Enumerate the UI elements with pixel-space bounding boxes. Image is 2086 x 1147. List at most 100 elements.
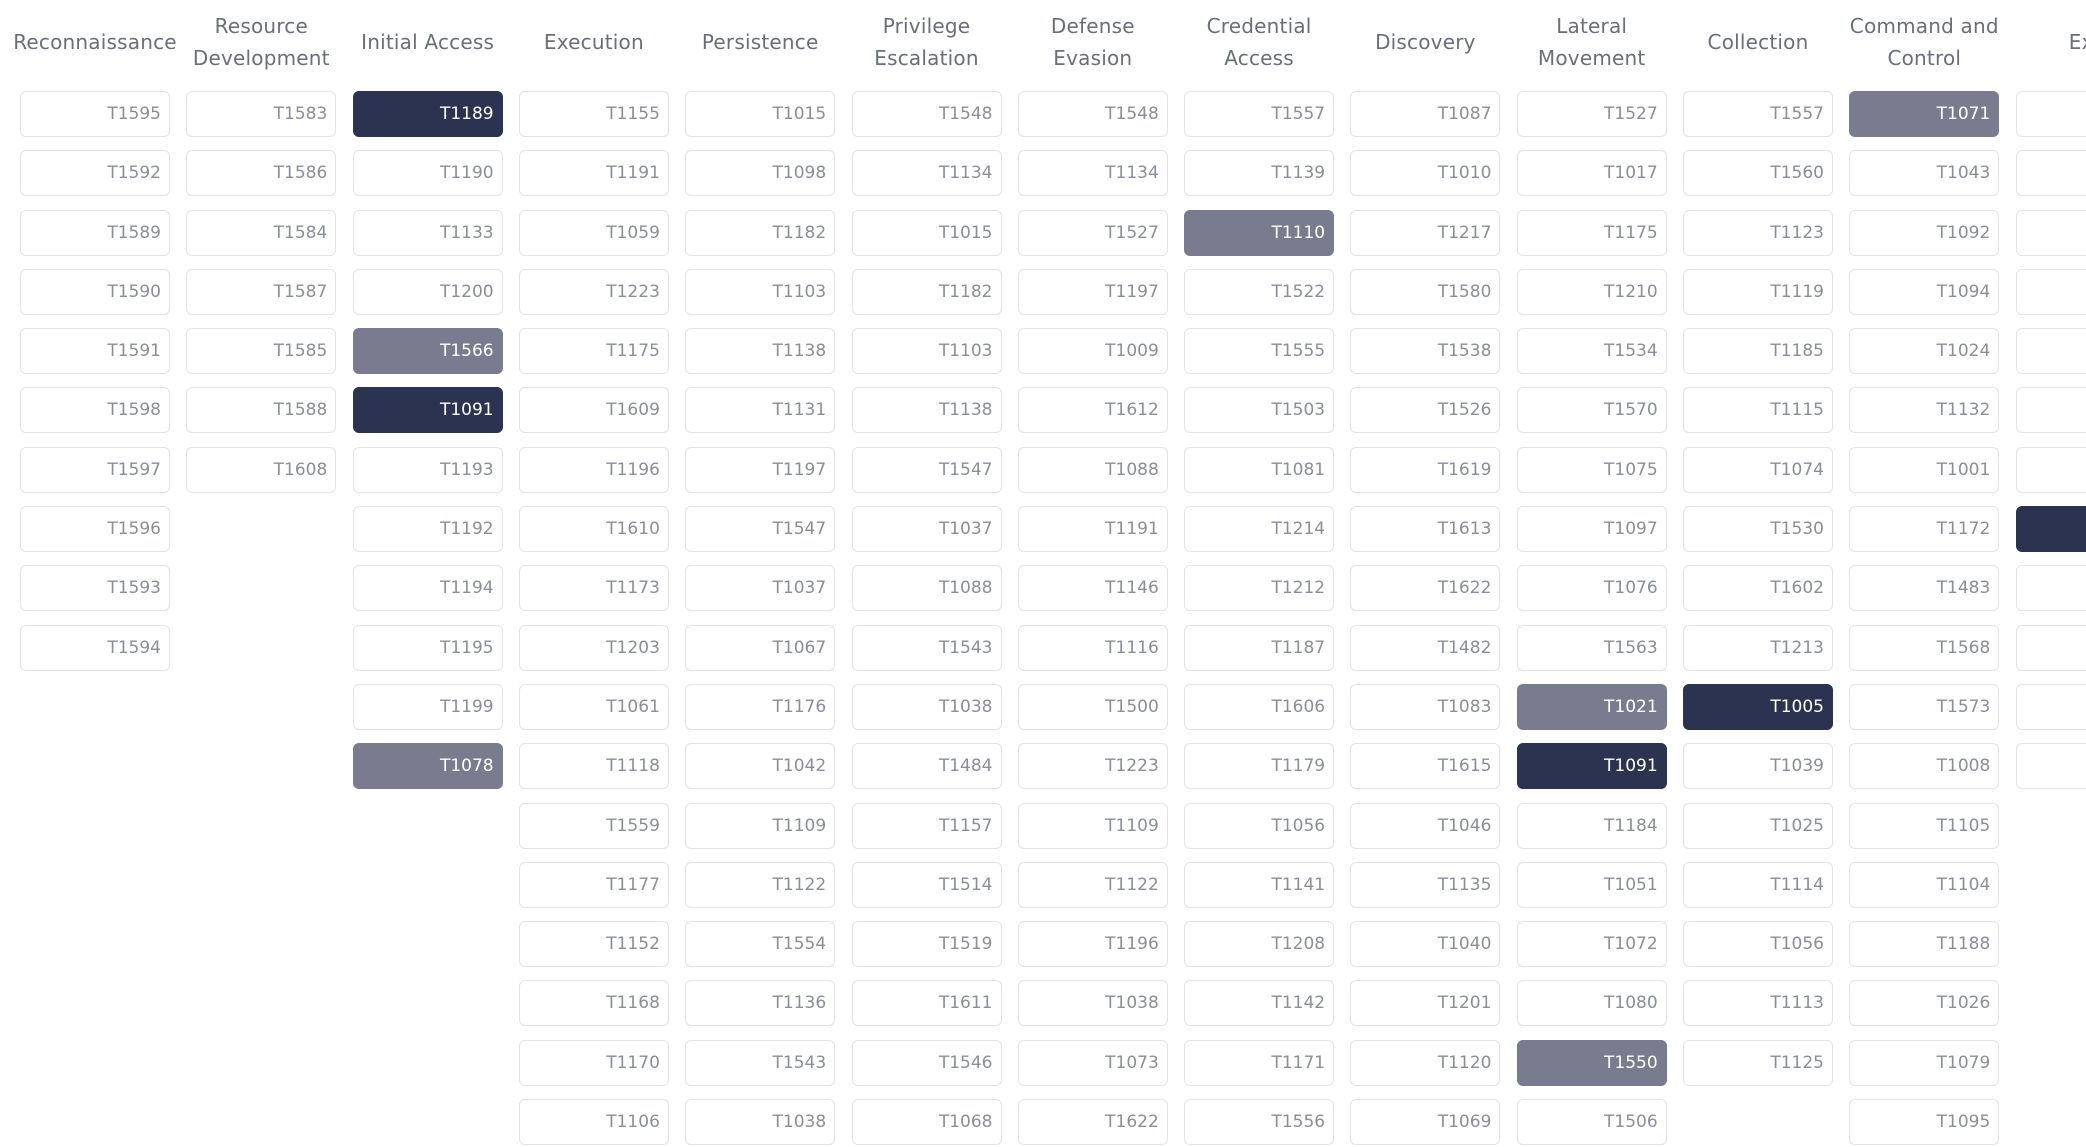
technique-cell[interactable]: T1608 — [186, 446, 337, 493]
technique-cell[interactable] — [2015, 387, 2086, 434]
technique-cell[interactable]: T1097 — [1516, 506, 1667, 553]
technique-cell[interactable]: T1595 — [20, 91, 170, 137]
technique-cell[interactable]: T1136 — [685, 980, 836, 1027]
technique-cell[interactable]: T1123 — [1683, 209, 1833, 256]
technique-cell[interactable]: T1134 — [851, 150, 1002, 197]
technique-cell[interactable] — [2015, 209, 2086, 256]
technique-cell[interactable]: T1175 — [1516, 209, 1667, 256]
technique-cell[interactable]: T1005 — [1683, 683, 1833, 730]
technique-cell[interactable]: T1056 — [1184, 802, 1335, 849]
technique-cell[interactable]: T1109 — [1017, 802, 1168, 849]
technique-cell[interactable]: T1176 — [685, 683, 836, 730]
technique-cell[interactable]: T1503 — [1184, 387, 1335, 434]
technique-cell[interactable] — [2015, 506, 2086, 553]
technique-cell[interactable]: T1548 — [1017, 91, 1168, 137]
technique-cell[interactable]: T1583 — [186, 91, 337, 137]
technique-cell[interactable]: T1038 — [851, 683, 1002, 730]
technique-cell[interactable]: T1142 — [1184, 980, 1335, 1027]
technique-cell[interactable]: T1548 — [851, 91, 1002, 137]
technique-cell[interactable]: T1152 — [518, 921, 669, 968]
technique-cell[interactable]: T1500 — [1017, 683, 1168, 730]
technique-cell[interactable]: T1095 — [1849, 1099, 2000, 1146]
technique-cell[interactable]: T1132 — [1849, 387, 2000, 434]
technique-cell[interactable] — [2015, 743, 2086, 790]
technique-cell[interactable] — [2015, 565, 2086, 612]
technique-cell[interactable]: T1037 — [851, 506, 1002, 553]
technique-cell[interactable]: T1115 — [1683, 387, 1833, 434]
technique-cell[interactable]: T1024 — [1849, 328, 2000, 375]
technique-cell[interactable]: T1199 — [352, 683, 503, 730]
technique-cell[interactable]: T1078 — [352, 743, 503, 790]
technique-cell[interactable]: T1076 — [1516, 565, 1667, 612]
technique-cell[interactable]: T1103 — [685, 268, 836, 315]
technique-cell[interactable]: T1122 — [685, 861, 836, 908]
technique-cell[interactable] — [2015, 150, 2086, 197]
technique-cell[interactable]: T1038 — [1017, 980, 1168, 1027]
technique-cell[interactable]: T1546 — [851, 1039, 1002, 1086]
technique-cell[interactable]: T1519 — [851, 921, 1002, 968]
technique-cell[interactable]: T1021 — [1516, 683, 1667, 730]
technique-cell[interactable]: T1527 — [1017, 209, 1168, 256]
technique-cell[interactable]: T1197 — [685, 446, 836, 493]
technique-cell[interactable] — [2015, 683, 2086, 730]
technique-cell[interactable]: T1530 — [1683, 506, 1833, 553]
technique-cell[interactable]: T1214 — [1184, 506, 1335, 553]
technique-cell[interactable]: T1522 — [1184, 268, 1335, 315]
technique-cell[interactable]: T1554 — [685, 921, 836, 968]
technique-cell[interactable]: T1122 — [1017, 861, 1168, 908]
technique-cell[interactable]: T1611 — [851, 980, 1002, 1027]
technique-cell[interactable]: T1139 — [1184, 150, 1335, 197]
technique-cell[interactable]: T1590 — [20, 268, 170, 315]
technique-cell[interactable]: T1598 — [20, 387, 170, 434]
technique-cell[interactable]: T1170 — [518, 1039, 669, 1086]
technique-cell[interactable]: T1538 — [1350, 328, 1501, 375]
technique-cell[interactable]: T1177 — [518, 861, 669, 908]
technique-cell[interactable]: T1547 — [685, 506, 836, 553]
technique-cell[interactable]: T1619 — [1350, 446, 1501, 493]
technique-cell[interactable]: T1189 — [352, 91, 503, 137]
technique-cell[interactable]: T1075 — [1516, 446, 1667, 493]
technique-cell[interactable]: T1134 — [1017, 150, 1168, 197]
technique-cell[interactable]: T1155 — [518, 91, 669, 137]
technique-cell[interactable]: T1184 — [1516, 802, 1667, 849]
technique-cell[interactable]: T1506 — [1516, 1099, 1667, 1146]
technique-cell[interactable]: T1113 — [1683, 980, 1833, 1027]
technique-cell[interactable]: T1593 — [20, 565, 170, 612]
technique-cell[interactable]: T1103 — [851, 328, 1002, 375]
technique-cell[interactable]: T1146 — [1017, 565, 1168, 612]
technique-cell[interactable]: T1584 — [186, 209, 337, 256]
technique-cell[interactable]: T1067 — [685, 624, 836, 671]
technique-cell[interactable]: T1098 — [685, 150, 836, 197]
technique-cell[interactable]: T1194 — [352, 565, 503, 612]
technique-cell[interactable]: T1051 — [1516, 861, 1667, 908]
technique-cell[interactable]: T1038 — [685, 1099, 836, 1146]
technique-cell[interactable]: T1566 — [352, 328, 503, 375]
technique-cell[interactable]: T1138 — [685, 328, 836, 375]
technique-cell[interactable]: T1217 — [1350, 209, 1501, 256]
technique-cell[interactable]: T1125 — [1683, 1039, 1833, 1086]
technique-cell[interactable]: T1196 — [518, 446, 669, 493]
technique-cell[interactable]: T1568 — [1849, 624, 2000, 671]
technique-cell[interactable]: T1073 — [1017, 1039, 1168, 1086]
technique-cell[interactable]: T1172 — [1849, 506, 2000, 553]
technique-cell[interactable]: T1483 — [1849, 565, 2000, 612]
technique-cell[interactable] — [2015, 268, 2086, 315]
technique-cell[interactable]: T1563 — [1516, 624, 1667, 671]
technique-cell[interactable] — [2015, 328, 2086, 375]
technique-cell[interactable]: T1182 — [685, 209, 836, 256]
technique-cell[interactable]: T1109 — [685, 802, 836, 849]
technique-cell[interactable]: T1555 — [1184, 328, 1335, 375]
technique-cell[interactable]: T1190 — [352, 150, 503, 197]
technique-cell[interactable]: T1592 — [20, 150, 170, 197]
technique-cell[interactable]: T1040 — [1350, 921, 1501, 968]
technique-cell[interactable]: T1223 — [518, 268, 669, 315]
technique-cell[interactable]: T1015 — [685, 91, 836, 137]
technique-cell[interactable]: T1212 — [1184, 565, 1335, 612]
technique-cell[interactable]: T1173 — [518, 565, 669, 612]
technique-cell[interactable]: T1200 — [352, 268, 503, 315]
technique-cell[interactable]: T1110 — [1184, 209, 1335, 256]
technique-cell[interactable]: T1197 — [1017, 268, 1168, 315]
technique-cell[interactable]: T1083 — [1350, 683, 1501, 730]
technique-cell[interactable]: T1570 — [1516, 387, 1667, 434]
technique-cell[interactable]: T1120 — [1350, 1039, 1501, 1086]
